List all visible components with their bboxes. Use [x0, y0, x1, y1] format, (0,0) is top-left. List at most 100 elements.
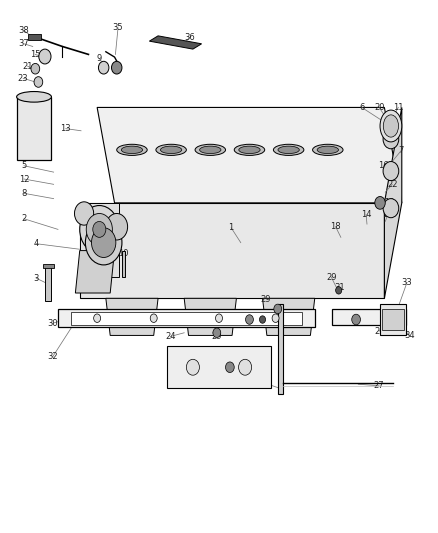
- Text: 27: 27: [374, 381, 385, 390]
- Text: 15: 15: [30, 50, 41, 59]
- Text: 19: 19: [385, 198, 395, 207]
- Circle shape: [93, 221, 106, 237]
- Text: 9: 9: [97, 54, 102, 63]
- Text: 1: 1: [229, 223, 234, 232]
- Text: 35: 35: [113, 23, 124, 33]
- Circle shape: [375, 197, 385, 209]
- Ellipse shape: [317, 146, 339, 154]
- Polygon shape: [43, 264, 53, 268]
- Text: 4: 4: [34, 239, 39, 248]
- Polygon shape: [149, 36, 201, 49]
- Polygon shape: [71, 312, 302, 325]
- Text: 22: 22: [387, 180, 397, 189]
- Ellipse shape: [313, 144, 343, 156]
- Ellipse shape: [234, 144, 265, 156]
- Ellipse shape: [239, 146, 260, 154]
- Circle shape: [383, 161, 399, 181]
- Text: 21: 21: [22, 62, 33, 70]
- Text: 26: 26: [352, 317, 363, 326]
- Text: 36: 36: [184, 33, 195, 42]
- Ellipse shape: [121, 146, 143, 154]
- Polygon shape: [121, 251, 125, 277]
- Ellipse shape: [195, 144, 226, 156]
- Circle shape: [259, 316, 265, 323]
- Circle shape: [239, 359, 252, 375]
- Text: 18: 18: [330, 222, 341, 231]
- Circle shape: [99, 61, 109, 74]
- Ellipse shape: [278, 146, 299, 154]
- Circle shape: [215, 314, 223, 322]
- Text: 26: 26: [222, 366, 232, 374]
- Circle shape: [186, 359, 199, 375]
- Text: 25: 25: [259, 378, 270, 387]
- Text: 29: 29: [212, 332, 222, 341]
- Text: 31: 31: [335, 283, 345, 292]
- Ellipse shape: [17, 92, 51, 102]
- Polygon shape: [380, 304, 406, 335]
- Circle shape: [336, 287, 342, 294]
- Ellipse shape: [273, 144, 304, 156]
- Circle shape: [31, 63, 40, 74]
- Polygon shape: [278, 304, 283, 394]
- Text: 31: 31: [255, 319, 266, 328]
- Polygon shape: [382, 309, 404, 330]
- Text: 6: 6: [359, 103, 364, 112]
- Ellipse shape: [160, 146, 182, 154]
- Text: 2: 2: [21, 214, 27, 223]
- Polygon shape: [262, 298, 315, 335]
- Polygon shape: [80, 203, 385, 298]
- Polygon shape: [45, 266, 51, 301]
- Text: 13: 13: [60, 124, 71, 133]
- Circle shape: [274, 304, 282, 314]
- Text: 33: 33: [402, 278, 413, 287]
- Circle shape: [94, 314, 101, 322]
- Text: 34: 34: [404, 331, 415, 340]
- Polygon shape: [332, 309, 406, 325]
- Text: 25: 25: [374, 327, 385, 336]
- Text: 16: 16: [378, 161, 389, 170]
- Ellipse shape: [117, 144, 147, 156]
- Circle shape: [85, 220, 122, 265]
- Polygon shape: [184, 298, 237, 335]
- Circle shape: [92, 228, 116, 257]
- Circle shape: [34, 77, 43, 87]
- Polygon shape: [75, 251, 115, 293]
- Text: 37: 37: [19, 39, 29, 49]
- Circle shape: [226, 362, 234, 373]
- Circle shape: [383, 130, 399, 149]
- Circle shape: [213, 328, 221, 337]
- Text: 30: 30: [47, 319, 58, 328]
- Polygon shape: [385, 108, 402, 298]
- Polygon shape: [97, 108, 402, 203]
- Text: 5: 5: [21, 161, 27, 170]
- Text: 32: 32: [47, 352, 58, 361]
- Circle shape: [74, 202, 94, 225]
- Circle shape: [39, 49, 51, 64]
- Text: 24: 24: [165, 332, 176, 341]
- Circle shape: [352, 314, 360, 325]
- Text: 29: 29: [261, 295, 271, 304]
- Text: 17: 17: [382, 210, 393, 219]
- Text: 12: 12: [19, 174, 29, 183]
- Circle shape: [246, 315, 253, 324]
- Ellipse shape: [200, 146, 221, 154]
- Text: 11: 11: [393, 103, 403, 112]
- Text: 8: 8: [21, 189, 27, 198]
- Circle shape: [86, 214, 113, 245]
- Polygon shape: [17, 97, 51, 160]
- Circle shape: [80, 206, 119, 253]
- Circle shape: [383, 199, 399, 217]
- Polygon shape: [28, 34, 41, 39]
- Ellipse shape: [380, 110, 402, 142]
- Polygon shape: [167, 346, 271, 389]
- Text: 14: 14: [361, 210, 371, 219]
- Text: 29: 29: [326, 272, 336, 281]
- Ellipse shape: [156, 144, 186, 156]
- Polygon shape: [80, 203, 119, 277]
- Text: 3: 3: [34, 273, 39, 282]
- Ellipse shape: [383, 115, 399, 137]
- Circle shape: [106, 214, 127, 240]
- Polygon shape: [58, 309, 315, 327]
- Text: 28: 28: [274, 308, 284, 317]
- Circle shape: [112, 61, 122, 74]
